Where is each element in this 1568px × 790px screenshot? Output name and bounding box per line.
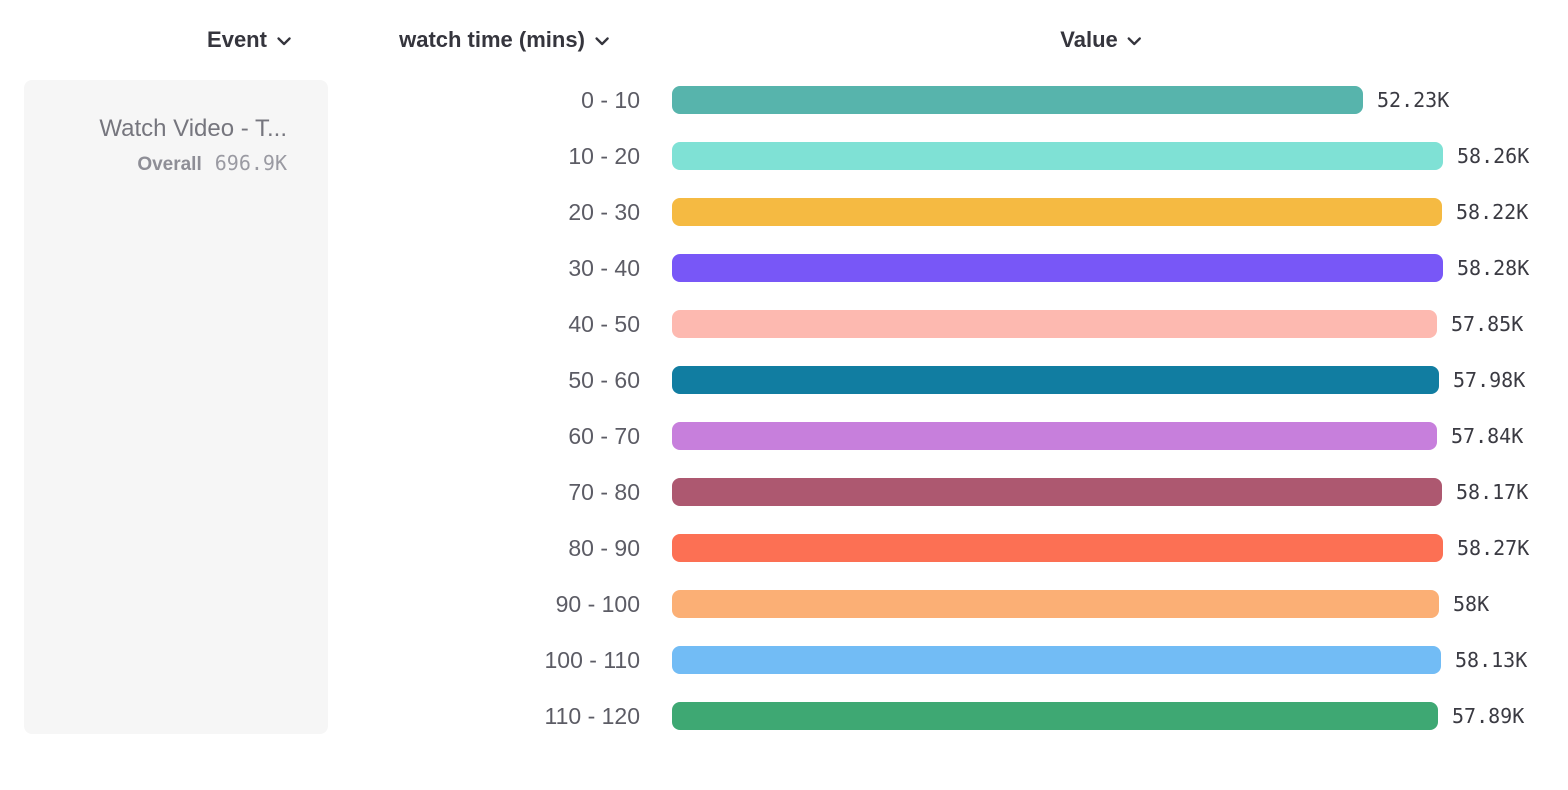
chart-row: 70 - 80 58.17K <box>0 464 1568 520</box>
chart-row: 110 - 120 57.89K <box>0 688 1568 744</box>
breakdown-column-dropdown[interactable]: watch time (mins) <box>399 27 609 53</box>
bar-area: 58.26K <box>672 142 1529 170</box>
bar-value-label: 57.89K <box>1452 704 1525 728</box>
bar-value-label: 58.13K <box>1455 648 1528 672</box>
category-label: 100 - 110 <box>544 646 640 673</box>
bar-value-label: 52.23K <box>1377 88 1450 112</box>
bar[interactable] <box>672 198 1442 226</box>
bar[interactable] <box>672 142 1443 170</box>
chart-row: 0 - 10 52.23K <box>0 72 1568 128</box>
chart-row: 30 - 40 58.28K <box>0 240 1568 296</box>
category-label: 70 - 80 <box>568 478 640 505</box>
value-column-label: Value <box>1060 27 1118 52</box>
chart-row: 40 - 50 57.85K <box>0 296 1568 352</box>
bar[interactable] <box>672 310 1437 338</box>
value-column-dropdown[interactable]: Value <box>1060 27 1142 53</box>
chevron-down-icon <box>277 34 291 46</box>
category-label: 80 - 90 <box>568 534 640 561</box>
category-label: 110 - 120 <box>544 702 640 729</box>
bar-value-label: 58.27K <box>1457 536 1530 560</box>
overall-value: 696.9K <box>214 151 287 175</box>
overall-label: Overall <box>137 154 202 175</box>
bar-value-label: 57.84K <box>1451 424 1524 448</box>
bar-value-label: 58.22K <box>1456 200 1529 224</box>
bar-area: 58.13K <box>672 646 1527 674</box>
bar-area: 57.84K <box>672 422 1523 450</box>
bar-value-label: 58K <box>1453 592 1490 616</box>
bar-area: 58K <box>672 590 1489 618</box>
bar[interactable] <box>672 646 1441 674</box>
bar[interactable] <box>672 366 1439 394</box>
bar-area: 58.28K <box>672 254 1529 282</box>
breakdown-column-label: watch time (mins) <box>399 27 585 52</box>
chart-row: 100 - 110 58.13K <box>0 632 1568 688</box>
bar[interactable] <box>672 254 1443 282</box>
category-label: 30 - 40 <box>568 254 640 281</box>
bar-area: 57.98K <box>672 366 1525 394</box>
bar-value-label: 58.17K <box>1456 480 1529 504</box>
event-card[interactable]: Watch Video - T... Overall 696.9K <box>24 80 328 734</box>
bar[interactable] <box>672 534 1443 562</box>
bar-chart: 0 - 10 52.23K 10 - 20 58.26K 20 - 30 58.22K 30… <box>0 72 1568 744</box>
bar-area: 58.17K <box>672 478 1528 506</box>
bar[interactable] <box>672 86 1363 114</box>
bar[interactable] <box>672 702 1438 730</box>
category-label: 50 - 60 <box>568 366 640 393</box>
bar-value-label: 58.26K <box>1457 144 1530 168</box>
bar-area: 58.27K <box>672 534 1529 562</box>
category-label: 40 - 50 <box>568 310 640 337</box>
bar[interactable] <box>672 478 1442 506</box>
chart-row: 20 - 30 58.22K <box>0 184 1568 240</box>
bar[interactable] <box>672 590 1439 618</box>
category-label: 0 - 10 <box>581 86 640 113</box>
bar-area: 57.85K <box>672 310 1523 338</box>
event-title: Watch Video - T... <box>99 115 287 142</box>
chart-row: 90 - 100 58K <box>0 576 1568 632</box>
category-label: 20 - 30 <box>568 198 640 225</box>
bar-area: 52.23K <box>672 86 1449 114</box>
chevron-down-icon <box>595 34 609 46</box>
bar-value-label: 57.98K <box>1453 368 1526 392</box>
chart-row: 80 - 90 58.27K <box>0 520 1568 576</box>
chevron-down-icon <box>1128 34 1142 46</box>
event-column-dropdown[interactable]: Event <box>207 27 291 53</box>
bar-area: 57.89K <box>672 702 1524 730</box>
event-overall-row: Overall 696.9K <box>44 151 287 176</box>
category-label: 90 - 100 <box>555 590 640 617</box>
chart-row: 60 - 70 57.84K <box>0 408 1568 464</box>
category-label: 10 - 20 <box>568 142 640 169</box>
bar[interactable] <box>672 422 1437 450</box>
bar-value-label: 58.28K <box>1457 256 1530 280</box>
bar-value-label: 57.85K <box>1451 312 1524 336</box>
category-label: 60 - 70 <box>568 422 640 449</box>
event-column-label: Event <box>207 27 267 52</box>
chart-row: 50 - 60 57.98K <box>0 352 1568 408</box>
chart-row: 10 - 20 58.26K <box>0 128 1568 184</box>
bar-area: 58.22K <box>672 198 1528 226</box>
